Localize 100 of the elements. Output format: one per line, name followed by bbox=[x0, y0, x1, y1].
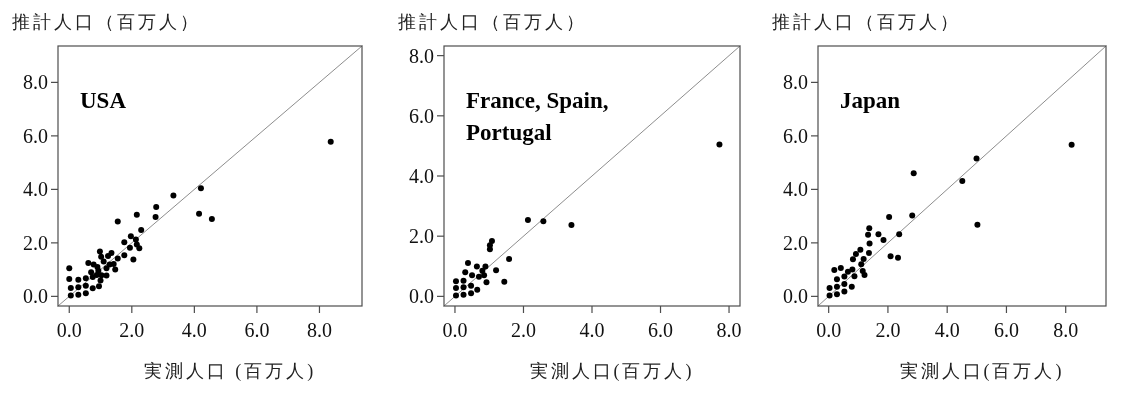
point bbox=[866, 225, 873, 232]
point bbox=[486, 246, 493, 253]
x-axis-title: 実測人口(百万人) bbox=[529, 361, 695, 382]
x-tick-label: 8.0 bbox=[306, 319, 332, 341]
point bbox=[67, 292, 74, 299]
point bbox=[909, 212, 916, 219]
point bbox=[866, 240, 873, 247]
point bbox=[860, 255, 867, 262]
y-tick-label: 8.0 bbox=[409, 44, 434, 67]
y-tick-label: 2.0 bbox=[409, 225, 434, 248]
point bbox=[82, 275, 89, 282]
point bbox=[89, 285, 96, 292]
point bbox=[462, 269, 469, 276]
text: France, Spain, Portugal bbox=[466, 88, 609, 145]
point bbox=[196, 210, 203, 217]
point bbox=[841, 273, 848, 280]
x-tick-label: 0.0 bbox=[442, 319, 468, 341]
point bbox=[170, 192, 177, 199]
point bbox=[841, 288, 848, 295]
y-tick-label: 0.0 bbox=[23, 285, 48, 308]
point bbox=[858, 261, 865, 268]
point bbox=[460, 291, 467, 298]
point bbox=[469, 272, 476, 279]
y-axis-title: 推計人口（百万人） bbox=[398, 12, 587, 32]
x-tick-label: 2.0 bbox=[875, 319, 901, 341]
point bbox=[97, 277, 104, 284]
point bbox=[481, 272, 488, 279]
point bbox=[121, 239, 128, 246]
x-tick-label: 4.0 bbox=[934, 319, 960, 341]
y-tick-label: 6.0 bbox=[783, 124, 808, 147]
point bbox=[886, 213, 893, 220]
point bbox=[75, 276, 82, 283]
y-tick-label: 0.0 bbox=[783, 285, 808, 308]
y-tick-label: 2.0 bbox=[23, 231, 48, 254]
point bbox=[841, 281, 848, 288]
point bbox=[96, 248, 103, 255]
point bbox=[482, 263, 489, 270]
y-tick-label: 6.0 bbox=[23, 124, 48, 147]
x-axis-title: 実測人口(百万人) bbox=[899, 361, 1065, 382]
point bbox=[136, 245, 143, 252]
point bbox=[130, 256, 137, 263]
point bbox=[524, 216, 531, 223]
y-tick-label: 6.0 bbox=[409, 104, 434, 127]
point bbox=[857, 246, 864, 253]
x-tick-label: 6.0 bbox=[244, 319, 270, 341]
x-tick-label: 0.0 bbox=[56, 319, 82, 341]
point bbox=[464, 259, 471, 266]
point bbox=[460, 284, 467, 291]
point bbox=[716, 141, 723, 148]
x-tick-label: 8.0 bbox=[1053, 319, 1079, 341]
point bbox=[132, 236, 139, 243]
point bbox=[851, 273, 858, 280]
point bbox=[896, 231, 903, 238]
point bbox=[106, 261, 113, 268]
y-axis-title: 推計人口（百万人） bbox=[12, 12, 201, 32]
point bbox=[126, 244, 133, 251]
point bbox=[831, 266, 838, 273]
x-tick-label: 0.0 bbox=[816, 319, 842, 341]
y-tick-label: 0.0 bbox=[409, 285, 434, 308]
point bbox=[959, 178, 966, 185]
point bbox=[460, 277, 467, 284]
point bbox=[826, 285, 833, 292]
point bbox=[327, 138, 334, 145]
point bbox=[67, 285, 74, 292]
text: Japan bbox=[840, 88, 901, 113]
point bbox=[540, 218, 547, 225]
point bbox=[833, 276, 840, 283]
x-tick-label: 4.0 bbox=[181, 319, 207, 341]
point bbox=[475, 273, 482, 280]
point bbox=[865, 250, 872, 257]
point bbox=[473, 263, 480, 270]
point bbox=[865, 231, 872, 238]
point bbox=[152, 213, 159, 220]
point bbox=[826, 292, 833, 299]
point bbox=[100, 258, 107, 265]
point bbox=[880, 236, 887, 243]
x-tick-label: 2.0 bbox=[510, 319, 536, 341]
point bbox=[88, 269, 95, 276]
point bbox=[837, 265, 844, 272]
point bbox=[133, 211, 140, 218]
point bbox=[895, 254, 901, 261]
point bbox=[973, 155, 980, 162]
x-tick-label: 8.0 bbox=[716, 319, 742, 341]
point bbox=[833, 283, 840, 290]
y-tick-label: 8.0 bbox=[783, 71, 808, 94]
point bbox=[93, 271, 100, 278]
point bbox=[208, 216, 215, 223]
point bbox=[197, 185, 204, 192]
point bbox=[852, 251, 859, 258]
point bbox=[114, 218, 121, 225]
point bbox=[849, 266, 856, 273]
point bbox=[82, 282, 89, 289]
point bbox=[66, 275, 73, 282]
point bbox=[75, 284, 82, 291]
y-tick-label: 4.0 bbox=[23, 178, 48, 201]
y-tick-label: 8.0 bbox=[23, 71, 48, 94]
point bbox=[568, 222, 575, 229]
point bbox=[121, 252, 128, 259]
text: USA bbox=[80, 88, 127, 113]
x-tick-label: 6.0 bbox=[648, 319, 674, 341]
